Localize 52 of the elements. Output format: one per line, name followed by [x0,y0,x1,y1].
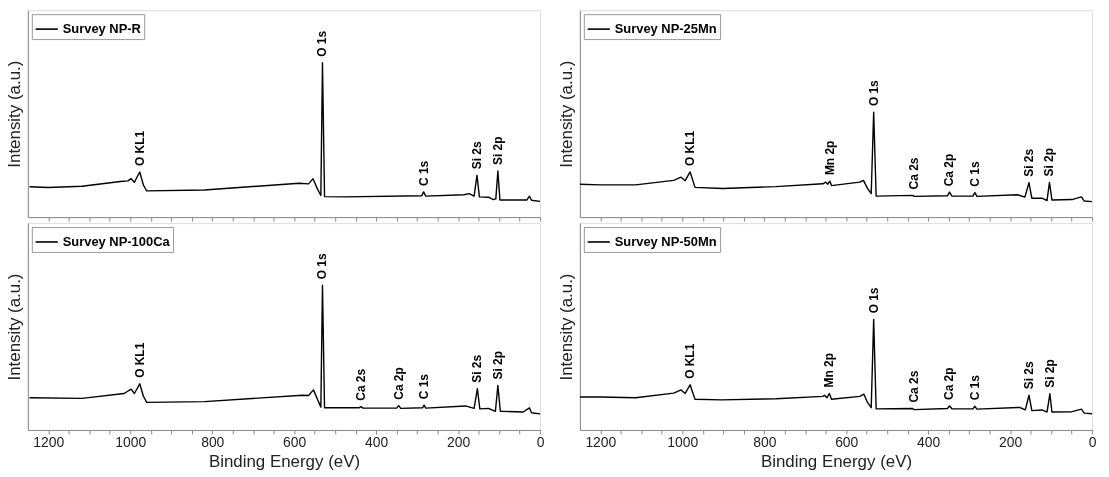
x-tick-label: 800 [201,434,225,451]
annotation: Si 2p [1042,359,1057,388]
x-tick-label: 400 [365,434,389,451]
x-axis-title: Binding Energy (eV) [208,452,361,472]
annotation: Mn 2p [822,140,837,176]
x-tick-label: 600 [835,434,859,451]
annotation: Ca 2s [907,157,922,190]
legend-label: Survey NP-25Mn [614,21,717,37]
annotation: Si 2p [1042,147,1057,177]
legend-label: Survey NP-50Mn [614,233,717,249]
annotation: Ca 2p [391,367,406,400]
annotation: C 1s [416,160,431,186]
annotation: Si 2s [1021,361,1036,390]
annotation: Si 2s [469,141,484,170]
y-axis-title: Intensity (a.u.) [557,273,577,381]
x-tick-label: 1200 [585,434,617,451]
annotation: Si 2s [1021,148,1036,177]
annotation: C 1s [417,373,432,400]
annotation: Ca 2p [942,367,957,400]
x-tick-label: 1000 [667,434,699,451]
annotation: O 1s [315,253,330,280]
annotation: Ca 2s [907,370,922,403]
annotation: Ca 2p [942,153,957,187]
annotation: O KL1 [683,343,698,379]
legend-label: Survey NP-100Ca [62,233,171,249]
x-tick-label: 200 [999,434,1023,451]
legend-label: Survey NP-R [62,21,142,37]
x-tick-label: 600 [283,434,307,451]
x-tick-label: 400 [917,434,941,451]
annotation: Si 2p [490,136,505,165]
x-tick-label: 0 [1088,434,1097,451]
annotation: O 1s [866,287,881,314]
annotation: Si 2p [490,351,505,380]
x-tick-label: 0 [536,434,545,451]
x-tick-label: 800 [753,434,777,451]
x-tick-label: 1000 [115,434,147,451]
annotation: O KL1 [132,342,147,378]
x-axis-title: Binding Energy (eV) [760,452,913,472]
annotation: O KL1 [683,130,698,166]
y-axis-title: Intensity (a.u.) [557,60,577,168]
y-axis-title: Intensity (a.u.) [5,273,25,381]
annotation: O KL1 [132,130,147,167]
y-axis-title: Intensity (a.u.) [5,60,25,168]
annotation: Si 2s [470,354,485,383]
x-tick-label: 1200 [33,434,65,451]
annotation: Ca 2s [353,368,368,401]
annotation: O 1s [315,30,330,57]
annotation: O 1s [866,79,881,107]
annotation: C 1s [967,374,982,401]
x-tick-label: 200 [447,434,471,451]
annotation: Mn 2p [822,353,837,388]
annotation: C 1s [967,161,982,187]
